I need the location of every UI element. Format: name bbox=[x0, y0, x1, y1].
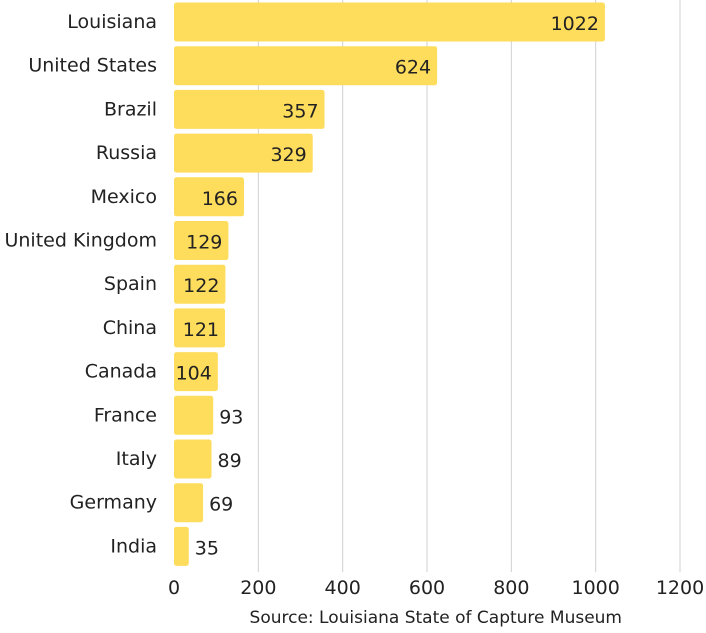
category-label: Russia bbox=[96, 142, 157, 164]
value-label: 1022 bbox=[551, 13, 599, 35]
value-label: 93 bbox=[219, 406, 243, 428]
value-label: 357 bbox=[282, 100, 318, 122]
bar bbox=[174, 483, 204, 523]
value-label: 89 bbox=[218, 450, 242, 472]
bar bbox=[174, 221, 229, 260]
x-tick-label: 0 bbox=[168, 577, 180, 599]
bar bbox=[174, 46, 438, 86]
bars bbox=[174, 2, 605, 566]
source-note: Source: Louisiana State of Capture Museu… bbox=[250, 608, 622, 628]
value-label: 121 bbox=[183, 319, 219, 341]
category-label: China bbox=[103, 317, 157, 339]
value-label: 129 bbox=[186, 232, 222, 254]
value-labels: 1022 624 357 329 166 129 122 121 104 93 89 69 35 bbox=[176, 13, 599, 559]
gridlines bbox=[257, 0, 681, 573]
x-tick-label: 400 bbox=[325, 577, 361, 599]
category-label: India bbox=[110, 535, 157, 557]
bar bbox=[174, 395, 214, 435]
bar bbox=[174, 526, 189, 566]
bar bbox=[174, 352, 218, 392]
category-label: Canada bbox=[85, 361, 157, 383]
value-label: 329 bbox=[270, 144, 306, 166]
x-tick-label: 1000 bbox=[571, 577, 619, 599]
x-axis-ticks: 0 200 400 600 800 1000 1200 bbox=[168, 577, 704, 599]
category-label: Italy bbox=[116, 448, 157, 470]
value-label: 166 bbox=[202, 188, 238, 210]
category-label: Brazil bbox=[104, 98, 157, 120]
x-tick-label: 800 bbox=[493, 577, 529, 599]
bar bbox=[174, 89, 325, 129]
bar bbox=[174, 2, 605, 42]
category-label: Spain bbox=[104, 273, 157, 295]
bar bbox=[174, 439, 212, 479]
bar bbox=[174, 133, 313, 173]
category-label: France bbox=[94, 404, 157, 426]
x-tick-label: 600 bbox=[409, 577, 445, 599]
bar bbox=[174, 264, 226, 304]
category-label: Germany bbox=[70, 492, 157, 514]
value-label: 624 bbox=[395, 57, 431, 79]
bar bbox=[174, 308, 226, 348]
category-labels: Louisiana United States Brazil Russia Mexico… bbox=[4, 11, 157, 557]
value-label: 122 bbox=[183, 275, 219, 297]
category-label: Mexico bbox=[91, 186, 157, 208]
category-label: United Kingdom bbox=[4, 230, 157, 252]
bar bbox=[174, 177, 244, 217]
value-label: 69 bbox=[209, 494, 233, 516]
category-label: Louisiana bbox=[67, 11, 157, 33]
value-label: 35 bbox=[195, 537, 219, 559]
x-tick-label: 200 bbox=[240, 577, 276, 599]
x-tick-label: 1200 bbox=[656, 577, 704, 599]
category-label: United States bbox=[28, 55, 157, 77]
value-label: 104 bbox=[176, 363, 212, 385]
